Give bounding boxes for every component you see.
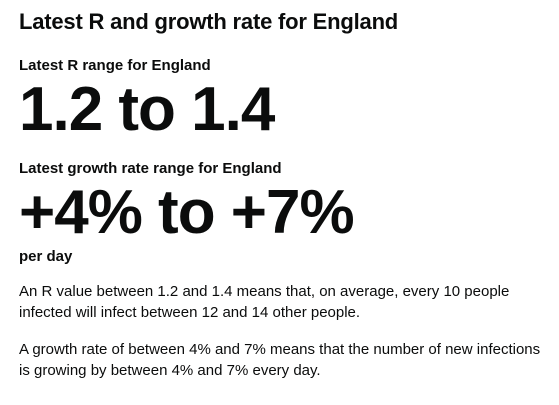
growth-rate-unit: per day (19, 248, 73, 265)
growth-rate-value: +4% to +7% (19, 178, 355, 247)
r-range-label: Latest R range for England (19, 57, 211, 74)
r-explanation-text: An R value between 1.2 and 1.4 means tha… (19, 283, 510, 321)
growth-explanation-text: A growth rate of between 4% and 7% means… (19, 341, 541, 379)
r-range-value: 1.2 to 1.4 (19, 75, 275, 144)
page-title: Latest R and growth rate for England (19, 9, 399, 34)
growth-rate-label: Latest growth rate range for England (19, 160, 282, 177)
